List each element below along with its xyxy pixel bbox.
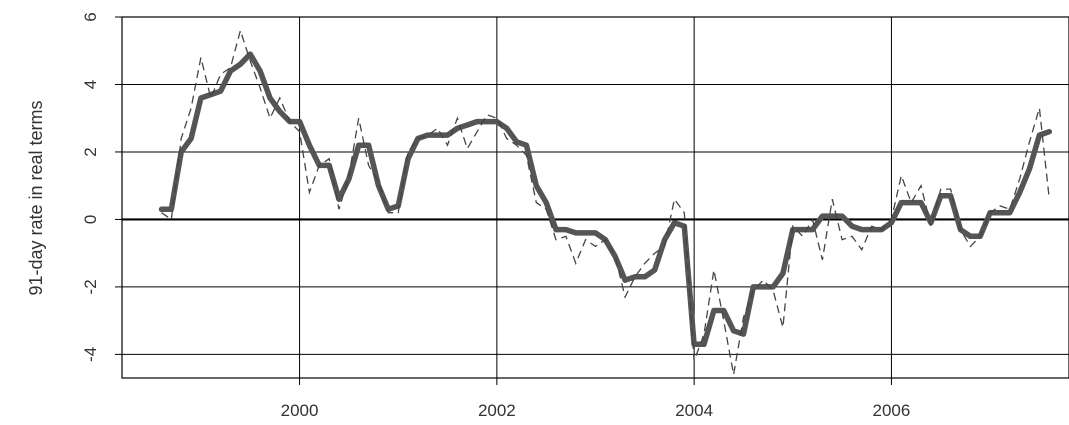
- x-tick-label-3: 2006: [873, 401, 911, 420]
- y-tick-label-0: -4: [81, 347, 100, 362]
- y-tick-label-4: 4: [81, 80, 100, 89]
- y-tick-label-5: 6: [81, 12, 100, 21]
- series-line-0: [158, 51, 1053, 348]
- y-axis-title: 91-day rate in real terms: [26, 100, 46, 295]
- y-axis: -4 -2 0 2 4 6: [81, 12, 122, 362]
- x-axis: 2000 2002 2004 2006: [281, 378, 911, 420]
- x-tick-label-2: 2004: [675, 401, 713, 420]
- y-tick-label-3: 2: [81, 147, 100, 156]
- grid-lines: [122, 16, 1069, 378]
- y-tick-label-2: 0: [81, 215, 100, 224]
- series-line-1: [161, 28, 1050, 375]
- plot-frame: [121, 16, 1069, 379]
- y-tick-label-1: -2: [81, 279, 100, 294]
- series-lines: [158, 28, 1053, 375]
- x-tick-label-1: 2002: [478, 401, 516, 420]
- x-tick-label-0: 2000: [281, 401, 319, 420]
